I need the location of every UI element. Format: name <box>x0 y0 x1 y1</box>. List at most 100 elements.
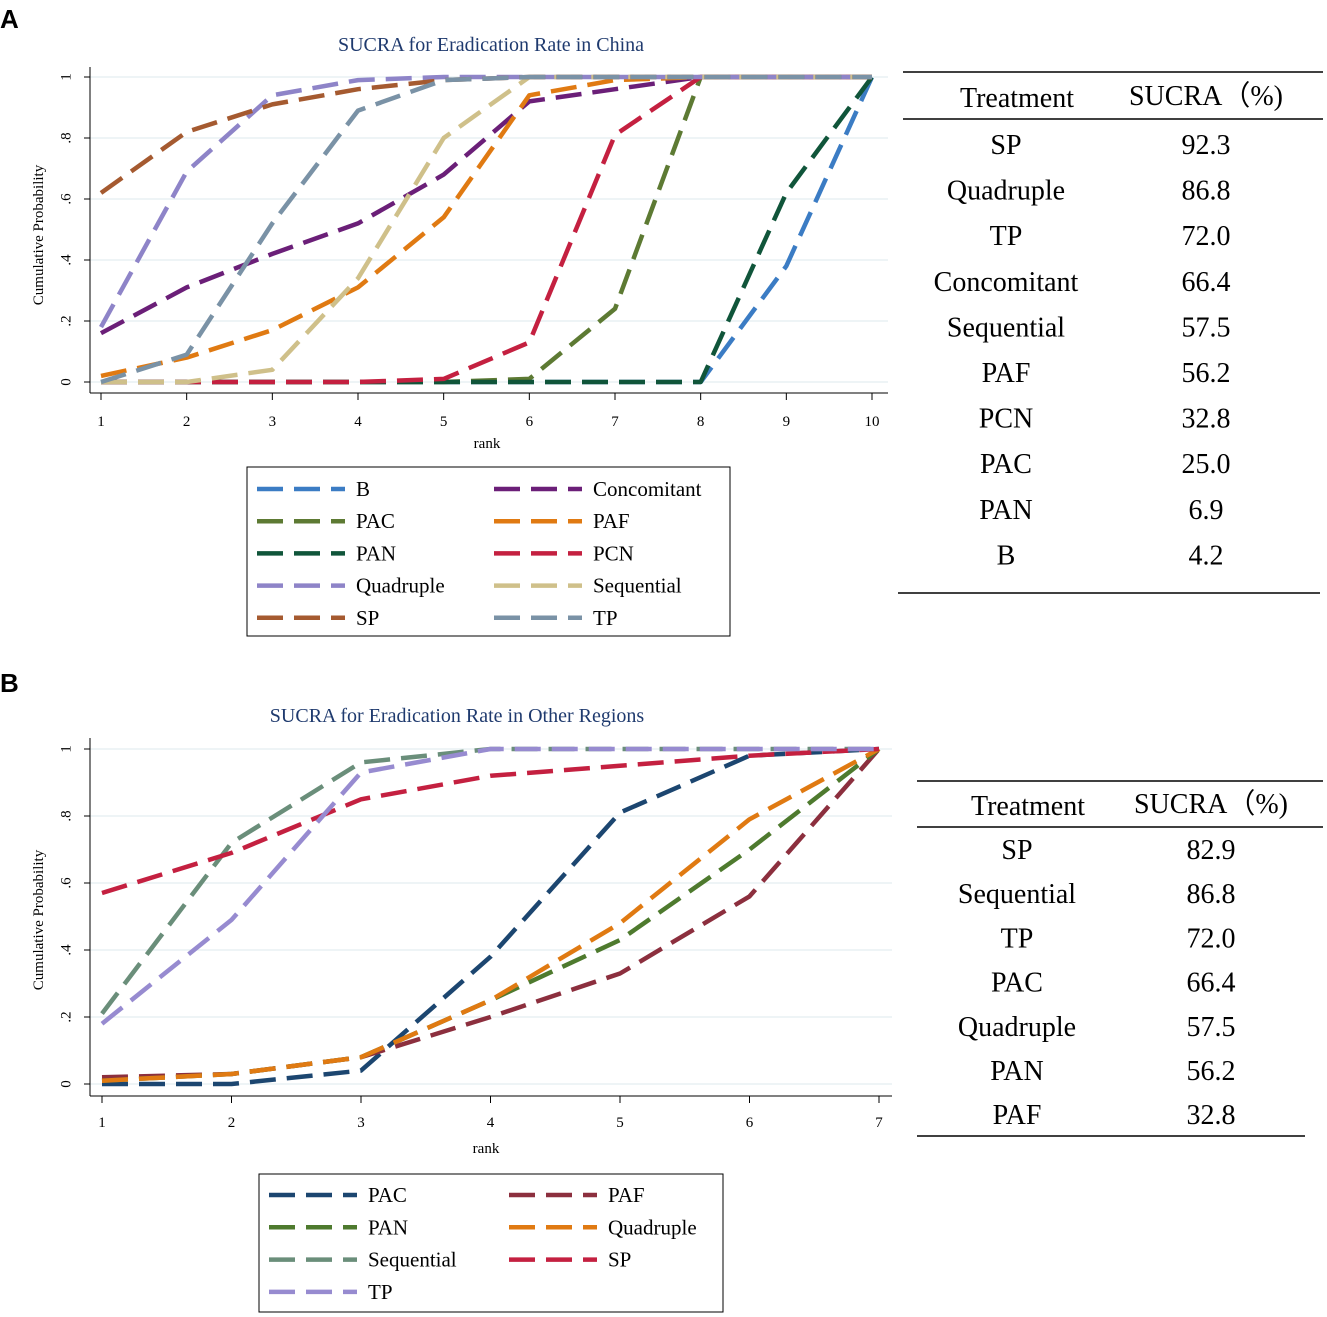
y-axis-title-b: Cumulative Probability <box>31 849 47 990</box>
legend-label-sp-a: SP <box>356 606 379 630</box>
table-cell-sucra-b: 32.8 <box>1187 1100 1236 1131</box>
table-header-treatment-a: Treatment <box>960 83 1074 114</box>
y-tick-label-a: .8 <box>58 132 74 143</box>
series-line-concomitant-a <box>99 74 872 336</box>
legend-label-tp-a: TP <box>593 606 618 630</box>
x-tick-label-b: 6 <box>746 1115 754 1131</box>
y-tick-label-a: 0 <box>58 378 74 386</box>
series-line-pac-b <box>102 746 880 1087</box>
series-line-pcn-a <box>101 74 872 385</box>
legend-box-b <box>258 1173 724 1313</box>
y-ticks-b: 0 .2 .4 .6 .8 1 <box>58 745 90 1088</box>
table-cell-treatment-a: Quadruple <box>947 176 1065 207</box>
series-line-sp-b <box>101 746 880 896</box>
legend-label-b-a: B <box>356 477 370 501</box>
y-tick-label-b: .8 <box>58 810 74 821</box>
y-tick-label-a: .2 <box>58 315 74 326</box>
legend-label-sequential-b: Sequential <box>368 1248 457 1272</box>
x-tick-label-b: 4 <box>487 1115 495 1131</box>
table-cell-treatment-b: PAC <box>991 968 1043 999</box>
table-cell-sucra-a: 4.2 <box>1189 540 1224 571</box>
panel-a: A SUCRA for Eradication Rate in China 0.… <box>0 4 1323 637</box>
x-tick-label-a: 1 <box>97 414 105 430</box>
table-cell-sucra-a: 57.5 <box>1182 312 1231 343</box>
legend-label-pac-b: PAC <box>368 1183 407 1207</box>
table-cell-treatment-a: PAC <box>980 449 1032 480</box>
table-cell-treatment-b: PAN <box>990 1056 1043 1087</box>
panel-letter-a: A <box>0 4 19 34</box>
series-line-quadruple-a <box>99 74 872 329</box>
plot-area-b: 0 .2 .4 .6 .8 1 1 2 3 4 5 6 7 <box>58 738 892 1131</box>
y-tick-label-b: 1 <box>58 745 74 753</box>
series-line-tp-a <box>100 74 872 385</box>
x-tick-label-b: 1 <box>98 1115 106 1131</box>
x-axis-title-b: rank <box>473 1141 500 1157</box>
legend-label-paf-b: PAF <box>608 1183 645 1207</box>
panel-b: B SUCRA for Eradication Rate in Other Re… <box>0 668 1323 1313</box>
x-tick-label-a: 4 <box>354 414 362 430</box>
x-tick-label-a: 9 <box>783 414 791 430</box>
series-line-paf-b <box>101 747 881 1080</box>
table-cell-sucra-a: 25.0 <box>1182 449 1231 480</box>
x-tick-label-a: 2 <box>183 414 191 430</box>
legend-label-concomitant-a: Concomitant <box>593 477 702 501</box>
legend-label-pac-a: PAC <box>356 509 395 533</box>
series-line-tp-b <box>100 746 879 1026</box>
table-body-a: SP 92.3 Quadruple 86.8 TP 72.0 Concomitant 66.4… <box>934 130 1231 571</box>
x-tick-label-b: 2 <box>228 1115 236 1131</box>
x-ticks-a: 1 2 3 4 5 6 7 8 9 10 <box>97 393 880 430</box>
table-cell-sucra-b: 82.9 <box>1187 835 1236 866</box>
table-header-treatment-b: Treatment <box>971 791 1085 822</box>
table-cell-sucra-a: 92.3 <box>1182 130 1231 161</box>
table-cell-treatment-a: Concomitant <box>934 267 1079 298</box>
chart-title-a: SUCRA for Eradication Rate in China <box>338 34 644 56</box>
legend-box-a <box>246 466 731 637</box>
gridlines-b <box>90 748 892 1085</box>
legend-label-sequential-a: Sequential <box>593 574 682 598</box>
legend-a: B PAC PAN Quadruple SP Concomitant PAF PCN Seque… <box>246 466 731 637</box>
series-line-pan-b <box>101 747 881 1083</box>
table-cell-sucra-a: 86.8 <box>1182 176 1231 207</box>
x-tick-label-a: 6 <box>526 414 534 430</box>
y-tick-label-a: .6 <box>58 193 74 205</box>
table-cell-sucra-a: 72.0 <box>1182 221 1231 252</box>
legend-label-pan-b: PAN <box>368 1215 408 1239</box>
legend-label-quadruple-a: Quadruple <box>356 574 445 598</box>
y-tick-label-a: .4 <box>58 254 74 266</box>
x-tick-label-b: 7 <box>875 1115 883 1131</box>
y-tick-label-b: .6 <box>58 877 74 889</box>
table-cell-treatment-a: PAF <box>982 358 1031 389</box>
table-cell-treatment-a: PAN <box>979 495 1032 526</box>
legend-label-sp-b: SP <box>608 1248 631 1272</box>
table-header-sucra-a: SUCRA（%) <box>1129 80 1283 112</box>
chart-title-b: SUCRA for Eradication Rate in Other Regi… <box>270 705 645 727</box>
panel-letter-b: B <box>0 668 19 698</box>
series-line-quadruple-b <box>101 747 881 1083</box>
table-cell-treatment-a: PCN <box>979 404 1033 435</box>
table-cell-treatment-b: Sequential <box>958 879 1076 910</box>
series-line-sequential-b <box>100 746 879 1015</box>
y-tick-label-b: .4 <box>58 944 74 956</box>
legend-items-a: B PAC PAN Quadruple SP Concomitant PAF PCN Seque… <box>257 477 702 630</box>
sucra-table-b: Treatment SUCRA（%) SP 82.9 Sequential 86.8 T… <box>917 780 1323 1137</box>
x-tick-label-a: 10 <box>865 414 880 430</box>
table-cell-treatment-a: B <box>997 540 1016 571</box>
x-tick-label-a: 5 <box>440 414 448 430</box>
legend-items-b: PAC PAN Sequential TP PAF Quadruple SP <box>269 1183 697 1304</box>
table-cell-sucra-b: 86.8 <box>1187 879 1236 910</box>
x-tick-label-b: 3 <box>357 1115 365 1131</box>
table-cell-sucra-a: 56.2 <box>1182 358 1231 389</box>
table-cell-sucra-b: 66.4 <box>1187 968 1236 999</box>
table-cell-sucra-b: 56.2 <box>1187 1056 1236 1087</box>
table-cell-treatment-b: SP <box>1001 835 1032 866</box>
legend-label-paf-a: PAF <box>593 509 630 533</box>
x-tick-label-a: 7 <box>611 414 619 430</box>
x-tick-label-a: 8 <box>697 414 705 430</box>
table-cell-sucra-b: 72.0 <box>1187 923 1236 954</box>
legend-b: PAC PAN Sequential TP PAF Quadruple SP <box>258 1173 724 1313</box>
x-tick-label-a: 3 <box>269 414 277 430</box>
table-cell-treatment-a: TP <box>990 221 1023 252</box>
table-cell-treatment-b: PAF <box>993 1100 1042 1131</box>
table-cell-sucra-a: 6.9 <box>1189 495 1224 526</box>
